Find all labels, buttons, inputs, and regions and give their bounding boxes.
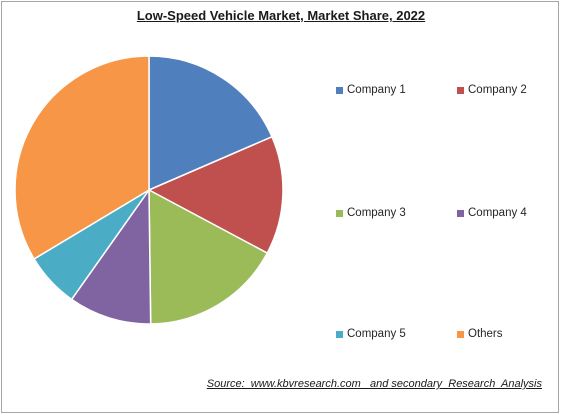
legend-item-company-2: Company 2 <box>457 84 527 96</box>
pie-slice-company-2 <box>147 135 284 255</box>
source-note: Source: www.kbvresearch.com and secondar… <box>206 378 542 390</box>
legend-label-others: Others <box>468 328 503 340</box>
legend-swatch-company-4 <box>457 209 464 217</box>
pie-slice-company-4 <box>70 187 152 325</box>
legend-item-company-5: Company 5 <box>336 328 406 340</box>
legend-label-company-3: Company 3 <box>347 207 406 219</box>
legend-item-company-4: Company 4 <box>457 207 527 219</box>
legend-label-company-1: Company 1 <box>347 84 406 96</box>
legend-item-company-1: Company 1 <box>336 84 406 96</box>
pie-slice-others <box>14 55 150 260</box>
legend-item-company-3: Company 3 <box>336 207 406 219</box>
legend-label-company-5: Company 5 <box>347 328 406 340</box>
legend-swatch-company-3 <box>336 209 343 217</box>
pie-slice-company-3 <box>148 188 269 325</box>
chart-title: Low-Speed Vehicle Market, Market Share, … <box>136 8 426 23</box>
legend-swatch-others <box>457 330 464 338</box>
pie-slice-company-1 <box>148 55 273 192</box>
legend-item-others: Others <box>457 328 503 340</box>
legend-swatch-company-5 <box>336 330 343 338</box>
legend-label-company-4: Company 4 <box>468 207 527 219</box>
legend-swatch-company-1 <box>336 86 343 94</box>
legend-label-company-2: Company 2 <box>468 84 527 96</box>
legend-swatch-company-2 <box>457 86 464 94</box>
